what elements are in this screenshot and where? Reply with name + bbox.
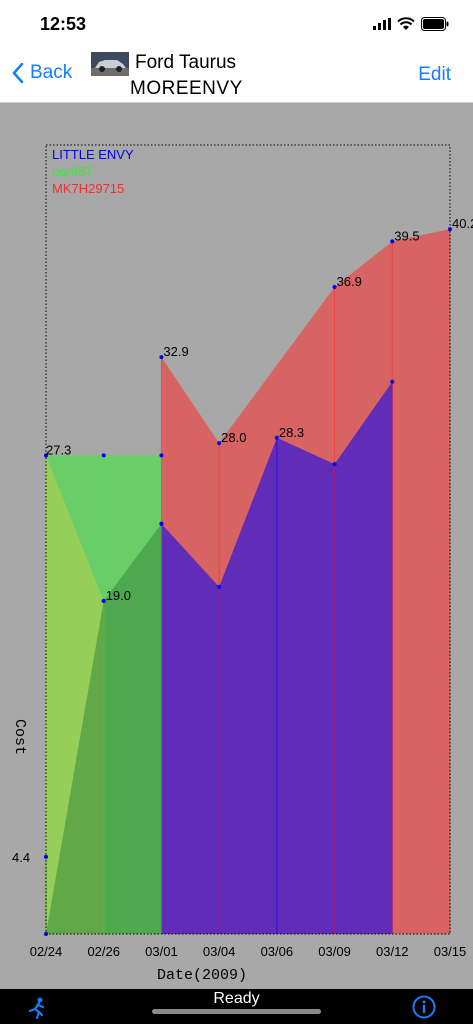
x-tick-label: 03/04	[203, 944, 236, 959]
point-label: 19.0	[106, 588, 131, 603]
data-point	[274, 435, 279, 440]
x-tick-label: 03/09	[318, 944, 351, 959]
runner-icon[interactable]	[26, 997, 48, 1019]
data-point	[159, 355, 164, 360]
edit-button[interactable]: Edit	[418, 64, 451, 85]
status-icons	[373, 14, 449, 34]
data-point	[217, 584, 222, 589]
data-point	[101, 598, 106, 603]
point-label: 28.0	[221, 430, 246, 445]
home-indicator	[152, 1009, 321, 1014]
status-bar: 12:53	[0, 0, 473, 50]
back-label: Back	[30, 62, 73, 83]
x-tick-label: 02/24	[30, 944, 63, 959]
bottom-toolbar: Ready	[0, 989, 473, 1024]
point-label: 32.9	[163, 344, 188, 359]
x-tick-label: 03/12	[376, 944, 409, 959]
vehicle-title: Ford Taurus	[135, 52, 237, 73]
y-axis-label: Cost	[11, 719, 28, 755]
nav-bar: Back Ford Taurus MOREENVY Edit	[0, 50, 473, 103]
x-axis-label: Date(2009)	[157, 967, 247, 984]
data-point	[159, 521, 164, 526]
status-text: Ready	[213, 990, 260, 1007]
battery-icon	[421, 17, 449, 31]
point-label: 27.3	[46, 442, 71, 457]
status-time: 12:53	[40, 14, 87, 34]
chart-area: 27.3 19.0 32.9 28.0 28.3 36.9 39.5 40.2 4.4 LITT…	[0, 103, 473, 989]
data-point	[390, 379, 395, 384]
car-thumbnail	[91, 52, 129, 76]
x-tick-label: 03/06	[261, 944, 294, 959]
point-label: 28.3	[279, 425, 304, 440]
plot-frame	[45, 144, 451, 935]
cost-chart: 27.3 19.0 32.9 28.0 28.3 36.9 39.5 40.2 4.4 LITT…	[11, 144, 473, 984]
legend-entry: MK7H29715	[52, 181, 124, 196]
signal-icon	[373, 18, 391, 30]
x-tick-label: 03/01	[145, 944, 178, 959]
point-label: 36.9	[337, 274, 362, 289]
data-point	[390, 239, 395, 244]
legend-entry: pqr987	[52, 164, 92, 179]
data-point	[332, 462, 337, 467]
data-point	[217, 441, 222, 446]
data-point	[101, 453, 106, 458]
y-tick-label: 4.4	[12, 850, 30, 865]
data-point	[332, 285, 337, 290]
data-point	[159, 453, 164, 458]
vehicle-subtitle: MOREENVY	[130, 78, 243, 99]
data-point	[448, 227, 452, 232]
back-button[interactable]: Back	[12, 62, 72, 84]
point-label: 40.2	[452, 216, 473, 231]
info-icon[interactable]	[412, 995, 436, 1019]
legend-entry: LITTLE ENVY	[52, 147, 134, 162]
x-tick-label: 03/15	[434, 944, 467, 959]
point-label: 39.5	[394, 228, 419, 243]
wifi-icon	[397, 17, 415, 30]
chevron-left-icon	[12, 63, 24, 83]
x-tick-label: 02/26	[87, 944, 120, 959]
